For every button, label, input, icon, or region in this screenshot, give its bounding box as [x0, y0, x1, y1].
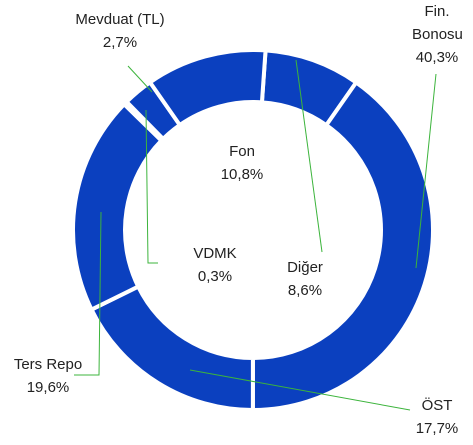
donut-segment [147, 48, 268, 128]
leader-line [415, 73, 437, 269]
donut-segment [250, 79, 435, 413]
category-label: VDMK [193, 245, 237, 262]
category-label: Mevduat (TL) [75, 11, 165, 28]
donut-segment [71, 101, 165, 313]
data-label: ÖST 17,7% [397, 394, 473, 440]
value-label: 0,3% [197, 268, 233, 285]
donut-segment [88, 283, 255, 413]
category-label: Ters Repo [13, 356, 83, 373]
data-label: Fin. Bonosu 40,3% [402, 0, 472, 69]
value-label: 10,8% [220, 166, 264, 183]
category-label: Fin. Bonosu [412, 3, 463, 43]
value-label: 19,6% [26, 379, 70, 396]
data-label: VDMK 0,3% [175, 242, 255, 288]
leader-line [145, 109, 158, 264]
category-label: Fon [229, 143, 255, 160]
leader-line [295, 59, 323, 253]
leader-line [127, 65, 153, 93]
leader-lines [74, 59, 437, 411]
value-label: 17,7% [415, 420, 459, 437]
category-label: ÖST [421, 397, 453, 414]
segments [71, 48, 435, 413]
leader-line [189, 369, 411, 411]
category-label: Diğer [287, 259, 323, 276]
data-label: Fon 10,8% [202, 140, 282, 186]
leader-line [74, 211, 102, 376]
data-label: Mevduat (TL) 2,7% [55, 8, 185, 54]
data-label: Diğer 8,6% [265, 256, 345, 302]
value-label: 40,3% [415, 49, 459, 66]
value-label: 2,7% [102, 34, 138, 51]
data-label: Ters Repo 19,6% [0, 353, 98, 399]
value-label: 8,6% [287, 282, 323, 299]
